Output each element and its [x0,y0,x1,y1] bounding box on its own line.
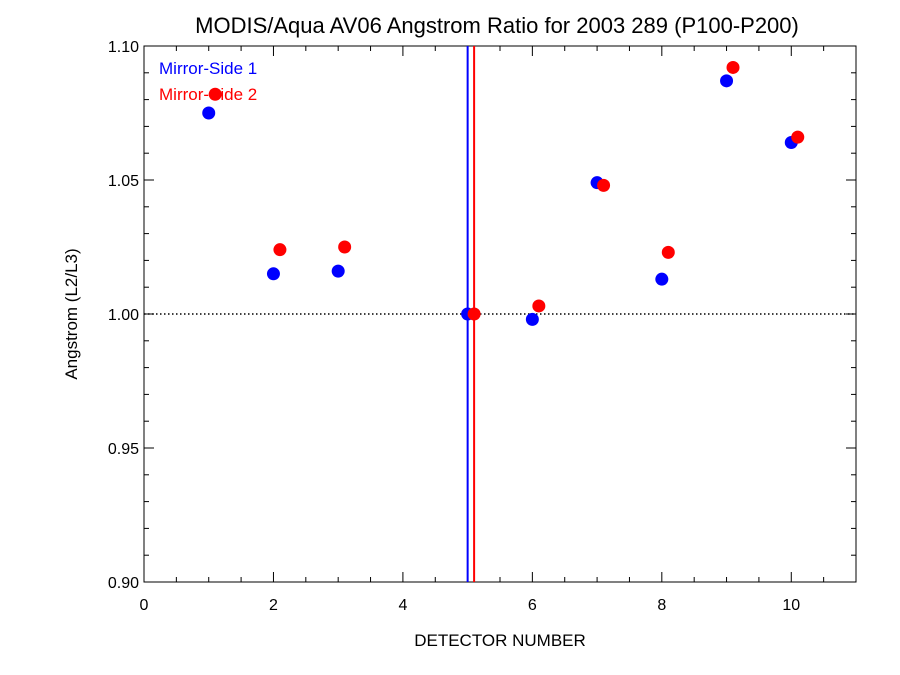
reference-lines [144,46,856,582]
point-series-2 [791,130,805,144]
legend-entry-mirror-side-1: Mirror-Side 1 [159,59,257,78]
y-tick-label: 1.05 [108,173,139,190]
x-axis-label: DETECTOR NUMBER [414,631,586,650]
x-tick-label: 8 [657,597,666,614]
y-axis-label: Angstrom (L2/L3) [62,248,81,379]
point-series-1 [720,74,734,88]
y-tick-label: 0.90 [108,575,139,592]
y-tick-label: 1.10 [108,39,139,56]
point-series-2 [597,178,611,192]
legend: Mirror-Side 1 Mirror-Side 2 [159,59,257,104]
data-points [202,60,805,326]
x-tick-label: 2 [269,597,278,614]
y-tick-label: 1.00 [108,307,139,324]
point-series-2 [208,87,222,101]
point-series-1 [331,264,345,278]
x-tick-label: 10 [782,597,800,614]
point-series-2 [338,240,352,254]
point-series-1 [655,272,669,286]
x-tick-label: 6 [528,597,537,614]
axis-tick-labels: 0 2 4 6 8 10 0.90 0.95 1.00 1.05 1.10 [108,39,800,614]
point-series-2 [273,243,287,257]
x-tick-label: 4 [398,597,407,614]
chart-title: MODIS/Aqua AV06 Angstrom Ratio for 2003 … [195,13,799,38]
point-series-2 [726,60,740,74]
point-series-1 [266,267,280,281]
point-series-2 [661,245,675,259]
legend-entry-mirror-side-2: Mirror-Side 2 [159,85,257,104]
point-series-1 [525,312,539,326]
y-tick-label: 0.95 [108,441,139,458]
point-series-2 [532,299,546,313]
x-tick-label: 0 [140,597,149,614]
point-series-2 [467,307,481,321]
point-series-1 [202,106,216,120]
